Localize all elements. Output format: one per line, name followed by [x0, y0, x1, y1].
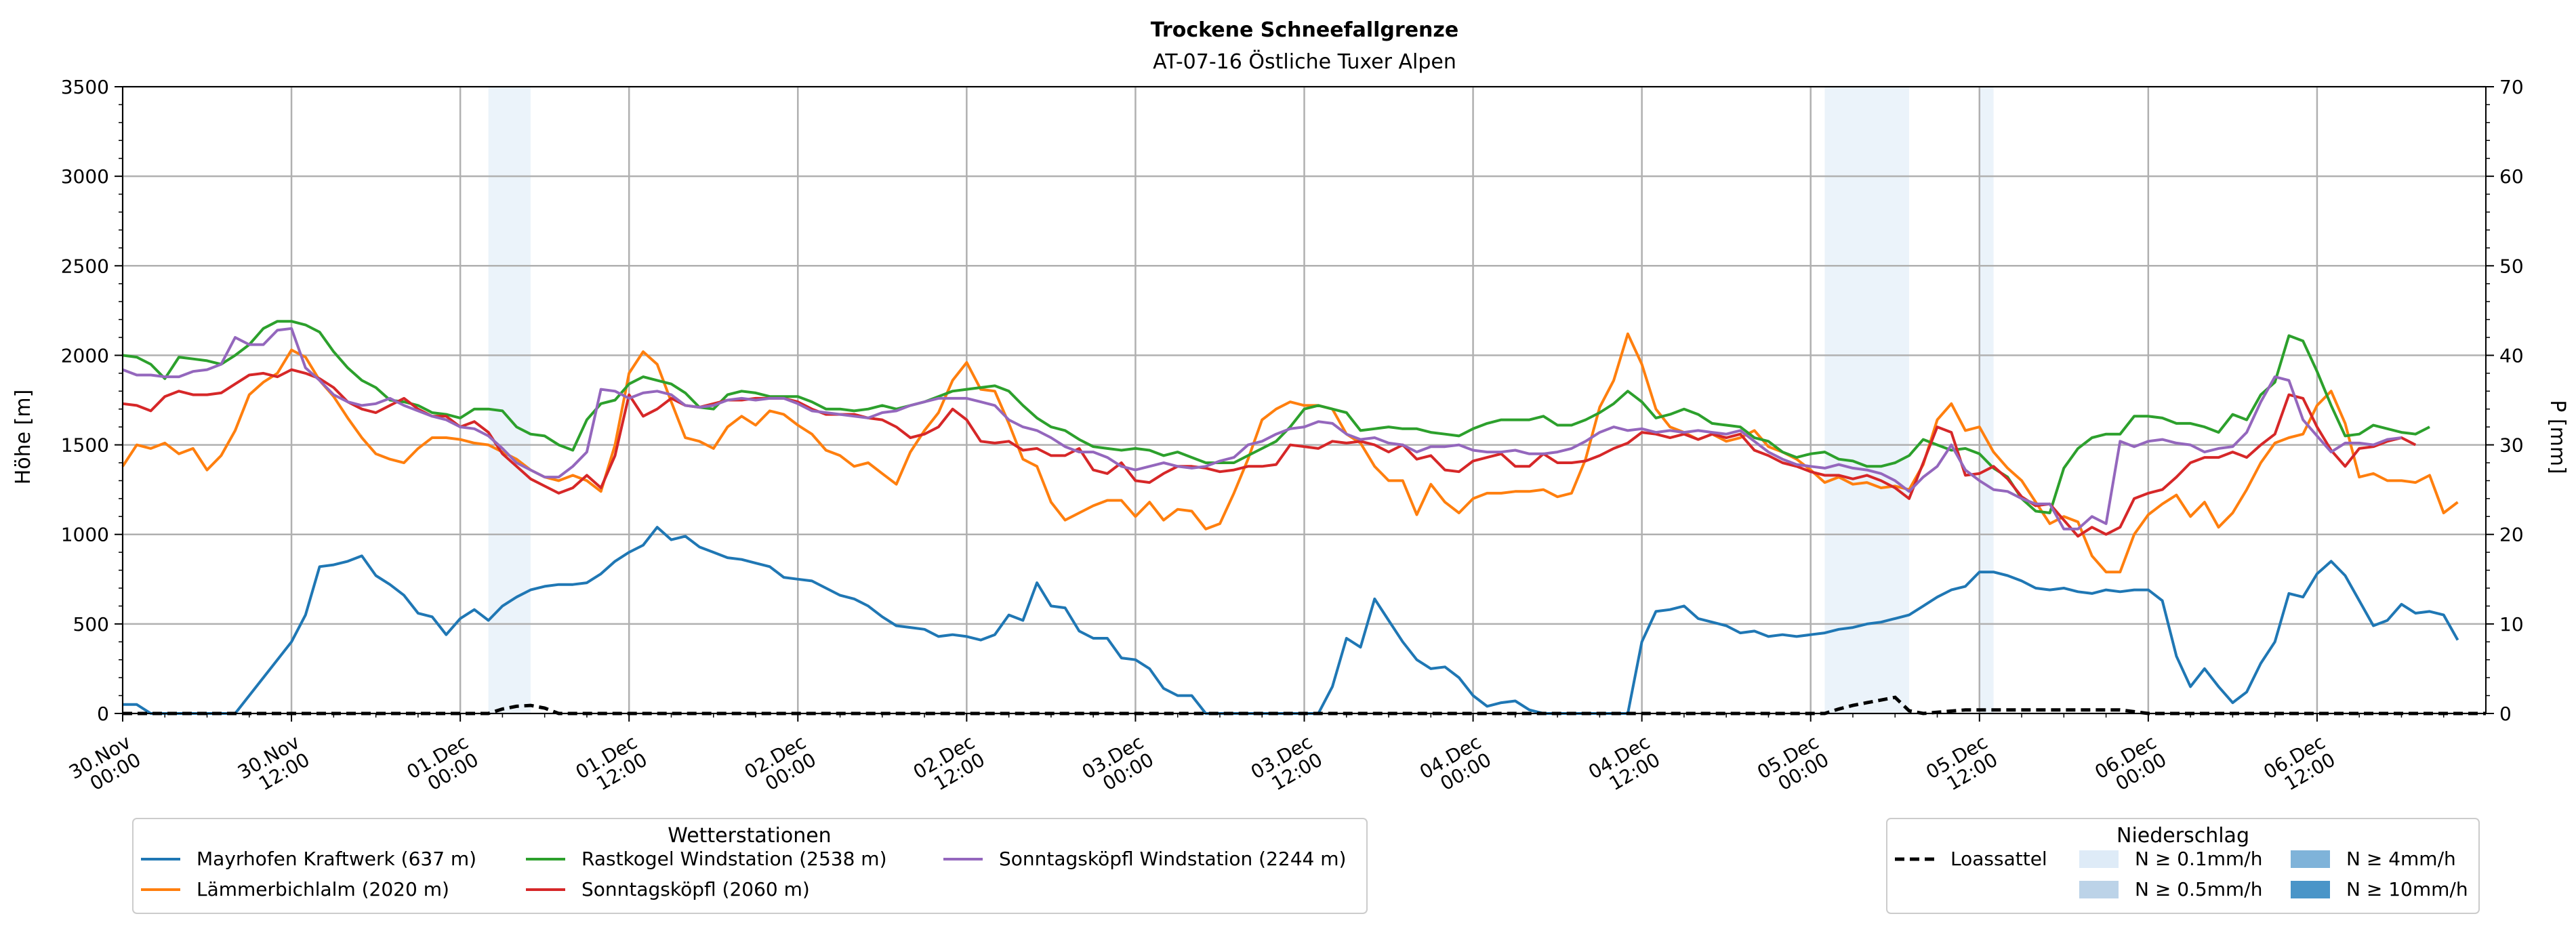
y-tick-label-4: 2000 [61, 344, 109, 367]
y2-tick-label-7: 70 [2499, 76, 2524, 98]
x-tick-label-6: 03.Dec00:00 [1078, 730, 1158, 801]
y-tick-label-2: 1000 [61, 524, 109, 546]
legend-precipitation: Niederschlag Loassattel N ≥ 0.1mm/h N ≥ 0.… [1886, 818, 2480, 914]
x-tick-label-9: 04.Dec12:00 [1585, 730, 1664, 801]
axis-ticks: 0 500 1000 1500 2000 2500 3000 3500 0 10 20 30 40 50 6… [61, 76, 2524, 801]
legend-label-1: Lämmerbichlalm (2020 m) [197, 878, 449, 900]
legend-precip-label-1: N ≥ 0.1mm/h [2135, 848, 2262, 870]
y2-axis-label: P [mm] [2546, 400, 2569, 474]
y2-tick-label-6: 60 [2499, 165, 2524, 188]
chart-title: Trockene Schneefallgrenze [1151, 18, 1458, 42]
legend-precip-label-2: N ≥ 0.5mm/h [2135, 878, 2262, 900]
legend-precip-label-4: N ≥ 10mm/h [2346, 878, 2468, 900]
y-axis-label: Höhe [m] [12, 390, 35, 485]
precip-band-1 [1824, 87, 1910, 713]
legend-precip-swatch-2 [2079, 881, 2119, 898]
legend-precip-swatch-1 [2079, 850, 2119, 868]
x-tick-label-5: 02.Dec12:00 [909, 730, 989, 801]
x-tick-label-1: 30.Nov12:00 [234, 730, 313, 801]
series-line-1 [121, 332, 2459, 574]
x-tick-label-12: 06.Dec00:00 [2091, 730, 2170, 801]
legend-stations: Wetterstationen Mayrhofen Kraftwerk (637… [132, 818, 1368, 914]
x-tick-label-13: 06.Dec12:00 [2260, 730, 2339, 801]
station-series [121, 320, 2459, 715]
legend-label-4: Sonntagsköpfl Windstation (2244 m) [999, 848, 1346, 870]
precip-line [123, 695, 2486, 716]
x-tick-label-7: 03.Dec12:00 [1247, 730, 1326, 801]
x-tick-label-0: 30.Nov00:00 [65, 730, 144, 801]
legend-label-2: Rastkogel Windstation (2538 m) [581, 848, 887, 870]
legend-precip-label-3: N ≥ 4mm/h [2346, 848, 2456, 870]
legend-precip-swatch-4 [2291, 881, 2330, 898]
legend-label-3: Sonntagsköpfl (2060 m) [581, 878, 810, 900]
series-line-2 [122, 320, 2430, 514]
legend-precip-swatch-3 [2291, 850, 2330, 868]
series-line-3 [122, 368, 2417, 538]
y2-tick-label-5: 50 [2499, 255, 2524, 277]
precip-band-0 [488, 87, 531, 713]
y-tick-label-3: 1500 [61, 434, 109, 457]
series-line-0 [123, 526, 2459, 715]
x-tick-label-4: 02.Dec00:00 [741, 730, 820, 801]
y-tick-label-5: 2500 [61, 255, 109, 277]
x-tick-label-8: 04.Dec00:00 [1416, 730, 1495, 801]
y2-tick-label-1: 10 [2499, 613, 2524, 636]
y2-tick-label-0: 0 [2499, 703, 2512, 725]
y-tick-label-7: 3500 [61, 76, 109, 98]
y2-tick-label-3: 30 [2499, 434, 2524, 457]
y-tick-label-6: 3000 [61, 165, 109, 188]
legend-stations-title: Wetterstationen [668, 824, 831, 848]
y-tick-label-1: 500 [73, 613, 109, 636]
chart-subtitle: AT-07-16 Östliche Tuxer Alpen [1153, 49, 1456, 74]
y-tick-label-0: 0 [97, 703, 109, 725]
precip-band-2 [1979, 87, 1994, 713]
grid-lines [121, 85, 2486, 715]
x-tick-label-10: 05.Dec00:00 [1753, 730, 1833, 801]
precipitation-bands [488, 87, 1994, 713]
legend-precip-title: Niederschlag [2117, 824, 2249, 848]
precipitation-line [123, 695, 2486, 716]
legend-precip-label-0: Loassattel [1950, 848, 2047, 870]
x-tick-label-2: 01.Dec00:00 [403, 730, 483, 801]
series-line-4 [122, 327, 2402, 531]
x-tick-label-11: 05.Dec12:00 [1922, 730, 2001, 801]
y2-tick-label-2: 20 [2499, 524, 2524, 546]
y2-tick-label-4: 40 [2499, 344, 2524, 367]
legend-label-0: Mayrhofen Kraftwerk (637 m) [197, 848, 476, 870]
x-tick-label-3: 01.Dec12:00 [572, 730, 651, 801]
